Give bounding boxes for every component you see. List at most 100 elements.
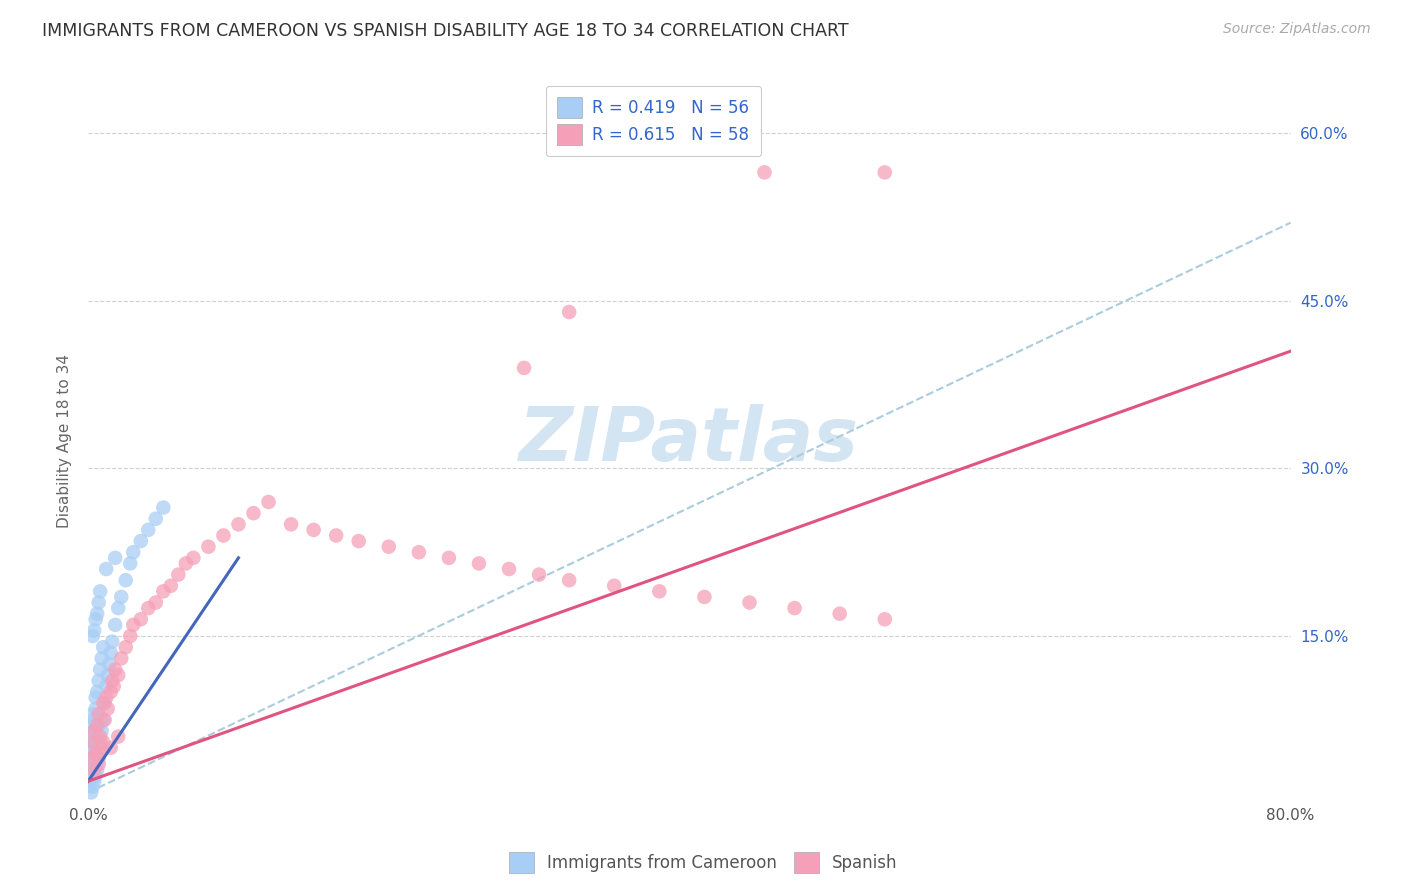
Point xyxy=(80,752,103,766)
Point xyxy=(80,730,103,744)
Point xyxy=(82,735,104,749)
Point xyxy=(91,735,114,749)
Point xyxy=(98,657,121,671)
Point xyxy=(83,624,105,638)
Point xyxy=(87,673,110,688)
Point xyxy=(86,685,108,699)
Point xyxy=(242,506,264,520)
Point xyxy=(86,730,108,744)
Point xyxy=(101,634,124,648)
Point xyxy=(83,724,105,739)
Point xyxy=(84,769,107,783)
Point xyxy=(79,763,101,777)
Point xyxy=(91,640,114,655)
Point xyxy=(120,557,142,571)
Point xyxy=(83,747,105,761)
Point xyxy=(101,673,124,688)
Point xyxy=(87,707,110,722)
Point xyxy=(754,165,776,179)
Point xyxy=(603,579,626,593)
Point xyxy=(136,601,159,615)
Point xyxy=(738,595,761,609)
Text: ZIPatlas: ZIPatlas xyxy=(519,404,859,477)
Point xyxy=(122,545,145,559)
Point xyxy=(89,663,111,677)
Point xyxy=(378,540,401,554)
Point xyxy=(129,612,152,626)
Point xyxy=(80,752,103,766)
Point xyxy=(100,646,122,660)
Point xyxy=(122,618,145,632)
Point xyxy=(87,718,110,732)
Point xyxy=(152,500,174,515)
Point xyxy=(783,601,806,615)
Point xyxy=(228,517,250,532)
Point xyxy=(513,360,536,375)
Point xyxy=(96,690,118,705)
Point xyxy=(100,685,122,699)
Point xyxy=(498,562,520,576)
Point xyxy=(82,629,104,643)
Point xyxy=(83,774,105,789)
Point xyxy=(558,573,581,587)
Point xyxy=(83,713,105,727)
Point xyxy=(280,517,302,532)
Point xyxy=(129,534,152,549)
Point xyxy=(873,165,896,179)
Point xyxy=(84,690,107,705)
Point xyxy=(437,550,460,565)
Point xyxy=(90,651,112,665)
Point xyxy=(107,601,129,615)
Point xyxy=(82,780,104,794)
Point xyxy=(86,718,108,732)
Point xyxy=(90,740,112,755)
Point xyxy=(84,747,107,761)
Point xyxy=(152,584,174,599)
Point xyxy=(82,757,104,772)
Point xyxy=(197,540,219,554)
Point xyxy=(648,584,671,599)
Point xyxy=(97,668,120,682)
Point xyxy=(257,495,280,509)
Point xyxy=(183,550,205,565)
Point xyxy=(104,550,127,565)
Point xyxy=(84,612,107,626)
Point xyxy=(103,679,125,693)
Point xyxy=(107,730,129,744)
Text: IMMIGRANTS FROM CAMEROON VS SPANISH DISABILITY AGE 18 TO 34 CORRELATION CHART: IMMIGRANTS FROM CAMEROON VS SPANISH DISA… xyxy=(42,22,849,40)
Point xyxy=(86,763,108,777)
Legend: R = 0.419   N = 56, R = 0.615   N = 58: R = 0.419 N = 56, R = 0.615 N = 58 xyxy=(546,86,761,156)
Text: Source: ZipAtlas.com: Source: ZipAtlas.com xyxy=(1223,22,1371,37)
Point xyxy=(693,590,716,604)
Point xyxy=(558,305,581,319)
Point xyxy=(82,707,104,722)
Point xyxy=(828,607,851,621)
Y-axis label: Disability Age 18 to 34: Disability Age 18 to 34 xyxy=(58,353,72,527)
Point xyxy=(212,528,235,542)
Point xyxy=(873,612,896,626)
Point xyxy=(87,757,110,772)
Point xyxy=(100,740,122,755)
Point xyxy=(89,730,111,744)
Point xyxy=(96,562,118,576)
Point xyxy=(136,523,159,537)
Point xyxy=(468,557,491,571)
Point xyxy=(107,668,129,682)
Point xyxy=(96,679,118,693)
Point xyxy=(84,740,107,755)
Point xyxy=(93,696,115,710)
Point xyxy=(84,701,107,715)
Point xyxy=(82,718,104,732)
Point xyxy=(87,747,110,761)
Point xyxy=(347,534,370,549)
Point xyxy=(89,584,111,599)
Point xyxy=(80,740,103,755)
Point xyxy=(110,651,132,665)
Point xyxy=(104,663,127,677)
Point xyxy=(145,595,167,609)
Point xyxy=(79,774,101,789)
Point xyxy=(302,523,325,537)
Point xyxy=(408,545,430,559)
Legend: Immigrants from Cameroon, Spanish: Immigrants from Cameroon, Spanish xyxy=(502,846,904,880)
Point xyxy=(114,640,136,655)
